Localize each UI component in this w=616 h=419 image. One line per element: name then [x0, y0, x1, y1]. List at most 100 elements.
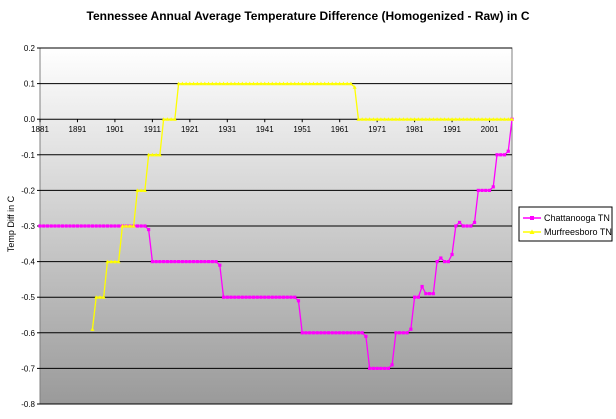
- data-point: [315, 81, 320, 86]
- data-point: [457, 117, 462, 121]
- data-point: [38, 224, 42, 228]
- data-point: [244, 81, 249, 86]
- data-point: [266, 295, 271, 299]
- data-point: [465, 117, 470, 121]
- x-tick-label: 2001: [481, 125, 499, 134]
- data-point: [371, 366, 375, 370]
- data-point: [202, 81, 207, 86]
- data-point: [450, 117, 455, 121]
- data-point: [420, 284, 424, 289]
- data-point: [270, 295, 274, 299]
- data-point: [180, 260, 184, 264]
- data-point: [341, 331, 346, 335]
- data-point: [506, 149, 510, 153]
- data-point: [124, 224, 129, 228]
- x-tick-label: 1951: [293, 125, 311, 134]
- data-point: [472, 220, 477, 225]
- y-tick-label: 0.1: [24, 80, 36, 89]
- data-point: [229, 81, 234, 86]
- data-point: [352, 85, 357, 89]
- data-point: [308, 331, 312, 335]
- legend-box: [518, 206, 613, 242]
- data-point: [397, 117, 402, 121]
- data-point: [338, 331, 342, 335]
- data-point: [172, 117, 177, 121]
- data-point: [157, 152, 162, 157]
- data-point: [322, 81, 327, 86]
- data-point: [315, 331, 319, 335]
- data-point: [94, 295, 99, 299]
- data-point: [195, 81, 200, 86]
- data-point: [386, 117, 391, 121]
- data-point: [232, 81, 237, 86]
- data-point: [453, 117, 458, 121]
- data-point: [64, 224, 68, 228]
- y-axis-label: Temp Diff in C: [6, 195, 16, 252]
- data-point: [333, 81, 338, 86]
- data-point: [281, 81, 286, 86]
- x-tick-label: 1971: [368, 125, 386, 134]
- data-point: [368, 366, 372, 370]
- data-point: [187, 81, 192, 86]
- x-tick-label: 1961: [331, 125, 349, 134]
- data-point: [214, 81, 219, 86]
- data-point: [98, 224, 102, 228]
- data-point: [259, 81, 264, 86]
- series-group: [38, 81, 514, 370]
- data-point: [180, 81, 185, 86]
- data-point: [176, 81, 181, 86]
- data-point: [188, 260, 192, 264]
- data-point: [210, 81, 215, 86]
- data-point: [303, 81, 308, 86]
- y-tick-label: -0.2: [21, 186, 35, 195]
- data-point: [120, 224, 125, 228]
- data-point: [323, 331, 327, 335]
- data-point: [480, 117, 485, 121]
- x-tick-label: 1981: [406, 125, 424, 134]
- data-point: [277, 81, 282, 86]
- data-point: [450, 252, 454, 257]
- data-point: [142, 188, 147, 192]
- data-point: [262, 81, 267, 86]
- data-point: [337, 81, 342, 86]
- data-point: [247, 81, 252, 86]
- data-point: [423, 117, 428, 121]
- data-point: [360, 331, 364, 335]
- data-point: [438, 117, 443, 121]
- data-point: [311, 331, 316, 335]
- y-tick-label: 0.0: [24, 115, 36, 124]
- data-point: [420, 117, 425, 121]
- data-point: [217, 81, 222, 86]
- data-point: [390, 363, 394, 367]
- data-point: [383, 366, 387, 370]
- data-point: [225, 295, 229, 299]
- data-point: [461, 117, 466, 121]
- y-tick-label: -0.1: [21, 151, 35, 160]
- data-point: [457, 220, 462, 225]
- data-point: [499, 153, 503, 157]
- data-point: [495, 153, 499, 157]
- data-point: [57, 224, 61, 228]
- data-point: [105, 259, 110, 264]
- x-tick-label: 1901: [106, 125, 124, 134]
- legend-label: Chattanooga TN: [544, 213, 610, 223]
- data-point: [143, 224, 147, 228]
- data-point: [195, 260, 199, 264]
- data-point: [60, 224, 65, 228]
- data-point: [147, 227, 151, 232]
- data-point: [53, 224, 57, 228]
- data-point: [289, 295, 293, 299]
- data-point: [296, 299, 301, 303]
- data-point: [105, 224, 110, 228]
- data-point: [169, 260, 173, 264]
- data-point: [139, 188, 144, 192]
- data-point: [413, 295, 417, 299]
- data-point: [409, 327, 413, 331]
- data-point: [255, 295, 259, 299]
- data-point: [461, 224, 465, 228]
- data-point: [353, 331, 357, 335]
- x-tick-label: 1911: [144, 125, 162, 134]
- data-point: [398, 331, 402, 335]
- x-axis: 1881 1891 1901 1911 1921 1931 1941 1951 1961 1971…: [31, 119, 499, 134]
